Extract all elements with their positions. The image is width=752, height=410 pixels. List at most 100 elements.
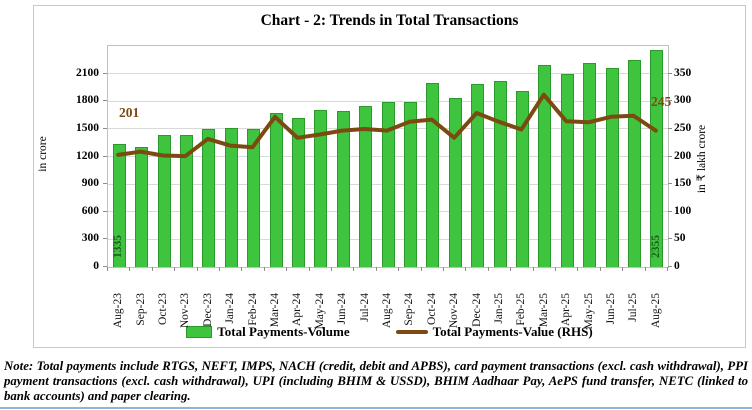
x-axis-label: Sep-24: [403, 293, 416, 326]
x-axis-label: Jun-24: [336, 293, 349, 325]
x-axis-tick: [174, 267, 176, 271]
right-axis-tick-label: 150: [674, 177, 692, 190]
x-axis-label: Apr-24: [291, 293, 304, 326]
footnote: Note: Total payments include RTGS, NEFT,…: [4, 359, 748, 403]
x-axis-tick: [667, 267, 668, 271]
right-axis-tick-label: 300: [674, 94, 692, 107]
x-axis-label: Sep-23: [134, 293, 147, 326]
x-axis-tick: [599, 267, 601, 271]
x-axis-label: Apr-25: [560, 293, 573, 326]
bar-Dec-24: [471, 83, 485, 267]
right-axis-tick-label: 0: [674, 260, 680, 272]
first-bar-data-label: 1335: [112, 235, 125, 258]
left-axis-tick-label: 0: [93, 260, 99, 272]
left-axis-tick-label: 2100: [76, 66, 99, 79]
axis-tick: [103, 127, 107, 129]
x-axis-tick: [375, 267, 377, 271]
bar-Sep-23: [135, 146, 149, 267]
bottom-divider: [0, 407, 752, 409]
axis-tick: [668, 155, 672, 157]
left-axis-tick-label: 600: [81, 204, 99, 217]
legend-volume-label: Total Payments-Volume: [217, 324, 350, 339]
x-axis-tick: [107, 267, 108, 271]
left-axis-tick-label: 1200: [76, 149, 99, 162]
x-axis-tick: [532, 267, 534, 271]
right-axis-tick-label: 100: [674, 204, 692, 217]
left-axis-tick-label: 900: [81, 177, 99, 190]
x-axis-label: Oct-23: [157, 293, 169, 325]
value-line: [116, 92, 658, 159]
x-axis-label: Nov-24: [448, 293, 461, 329]
x-axis-label: May-24: [313, 293, 326, 330]
bar-Nov-23: [179, 135, 193, 267]
bar-Nov-24: [448, 97, 462, 267]
axis-tick: [668, 183, 672, 185]
chart-title: Chart - 2: Trends in Total Transactions: [260, 12, 519, 29]
last-value-annotation: 245: [651, 94, 672, 109]
plot-area: [107, 45, 669, 268]
x-axis-label: Jul-24: [358, 293, 371, 322]
legend-value-label: Total Payments-Value (RHS): [432, 324, 593, 339]
axis-tick: [668, 266, 672, 267]
left-axis-tick-label: 1800: [76, 94, 99, 107]
gridline: [108, 73, 668, 75]
x-axis-label: Aug-24: [381, 293, 393, 329]
axis-tick: [103, 266, 107, 267]
bar-Jun-24: [336, 111, 350, 267]
left-axis-tick-label: 300: [81, 232, 99, 245]
bar-May-24: [314, 110, 328, 267]
x-axis-tick: [219, 267, 220, 271]
bar-Feb-25: [515, 91, 529, 267]
bar-Mar-25: [538, 65, 552, 267]
x-axis-tick: [151, 267, 153, 271]
left-axis-tick-label: 1500: [76, 121, 99, 134]
x-axis-tick: [487, 267, 489, 271]
legend: Total Payments-Volume Total Payments-Val…: [34, 324, 745, 340]
x-axis-tick: [241, 267, 243, 271]
x-axis-label: Jul-25: [627, 293, 640, 322]
bar-swatch-icon: [186, 326, 213, 338]
x-axis-tick: [510, 267, 512, 271]
right-axis-tick-label: 50: [674, 232, 686, 245]
bar-Mar-24: [269, 113, 283, 267]
last-bar-data-label: 2355: [649, 235, 662, 258]
bar-Aug-23: [112, 144, 126, 267]
x-axis-tick: [196, 267, 198, 271]
bar-Feb-24: [247, 128, 261, 267]
x-axis-label: Oct-24: [425, 293, 438, 325]
axis-tick: [668, 72, 672, 74]
x-axis-tick: [353, 267, 355, 271]
x-axis-label: Jan-24: [224, 293, 237, 324]
gridline: [108, 100, 668, 102]
x-axis-tick: [263, 267, 265, 271]
bar-Jan-24: [224, 127, 238, 267]
bar-Apr-24: [291, 117, 305, 267]
x-axis-label: Jun-25: [605, 293, 617, 325]
x-axis-label: May-25: [582, 293, 595, 330]
bar-Sep-24: [403, 102, 417, 267]
axis-tick: [668, 238, 672, 240]
bar-Oct-23: [157, 135, 171, 267]
axis-tick: [103, 238, 107, 240]
x-axis-label: Dec-23: [201, 293, 214, 327]
x-axis-tick: [398, 267, 400, 271]
bar-Aug-24: [381, 102, 395, 267]
x-axis-label: Feb-25: [515, 293, 528, 326]
x-axis-label: Aug-25: [649, 293, 662, 329]
axis-tick: [103, 155, 107, 157]
x-axis-tick: [644, 267, 646, 271]
x-axis-label: Aug-23: [112, 293, 125, 329]
bar-Jul-24: [359, 105, 373, 267]
bar-Jan-25: [493, 80, 507, 267]
axis-tick: [103, 100, 107, 102]
x-axis-tick: [465, 267, 467, 271]
bar-Oct-24: [426, 82, 440, 267]
figure-box: Chart - 2: Trends in Total Transactions …: [33, 5, 746, 348]
axis-tick: [668, 210, 672, 212]
bar-May-25: [583, 63, 597, 267]
left-axis-title: in crore: [37, 136, 49, 172]
right-axis-tick-label: 250: [674, 121, 692, 134]
axis-tick: [103, 72, 107, 74]
legend-item-value: Total Payments-Value (RHS): [395, 324, 593, 340]
x-axis-tick: [420, 267, 422, 271]
